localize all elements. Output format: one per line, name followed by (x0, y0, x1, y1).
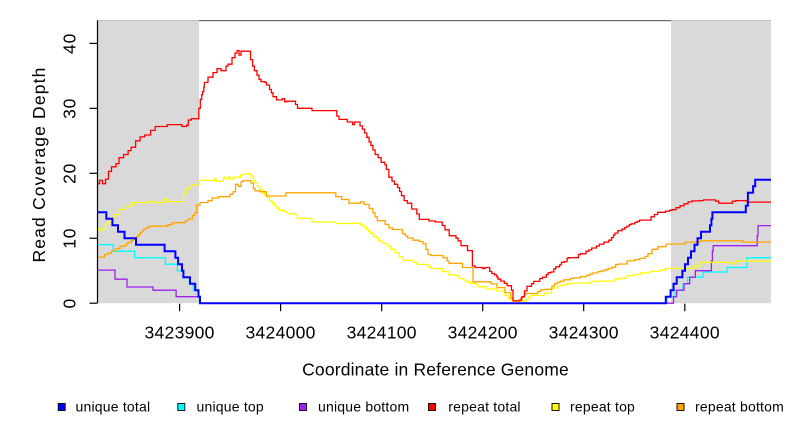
svg-text:30: 30 (60, 98, 80, 119)
svg-text:3424100: 3424100 (347, 322, 417, 342)
svg-text:3424400: 3424400 (650, 322, 720, 342)
svg-text:10: 10 (60, 228, 80, 249)
svg-text:unique total: unique total (76, 399, 151, 415)
svg-text:3424200: 3424200 (448, 322, 518, 342)
svg-text:3423900: 3423900 (144, 322, 214, 342)
svg-text:Coordinate in Reference Genome: Coordinate in Reference Genome (302, 359, 569, 379)
svg-text:Read Coverage Depth: Read Coverage Depth (29, 67, 49, 263)
svg-text:repeat total: repeat total (448, 399, 520, 415)
svg-text:20: 20 (60, 163, 80, 184)
svg-text:repeat bottom: repeat bottom (695, 399, 784, 415)
svg-text:repeat top: repeat top (570, 399, 635, 415)
svg-text:0: 0 (60, 298, 80, 309)
svg-text:40: 40 (60, 33, 80, 54)
svg-text:3424000: 3424000 (245, 322, 315, 342)
svg-text:3424300: 3424300 (549, 322, 619, 342)
svg-text:unique top: unique top (197, 399, 264, 415)
svg-text:unique bottom: unique bottom (318, 399, 409, 415)
